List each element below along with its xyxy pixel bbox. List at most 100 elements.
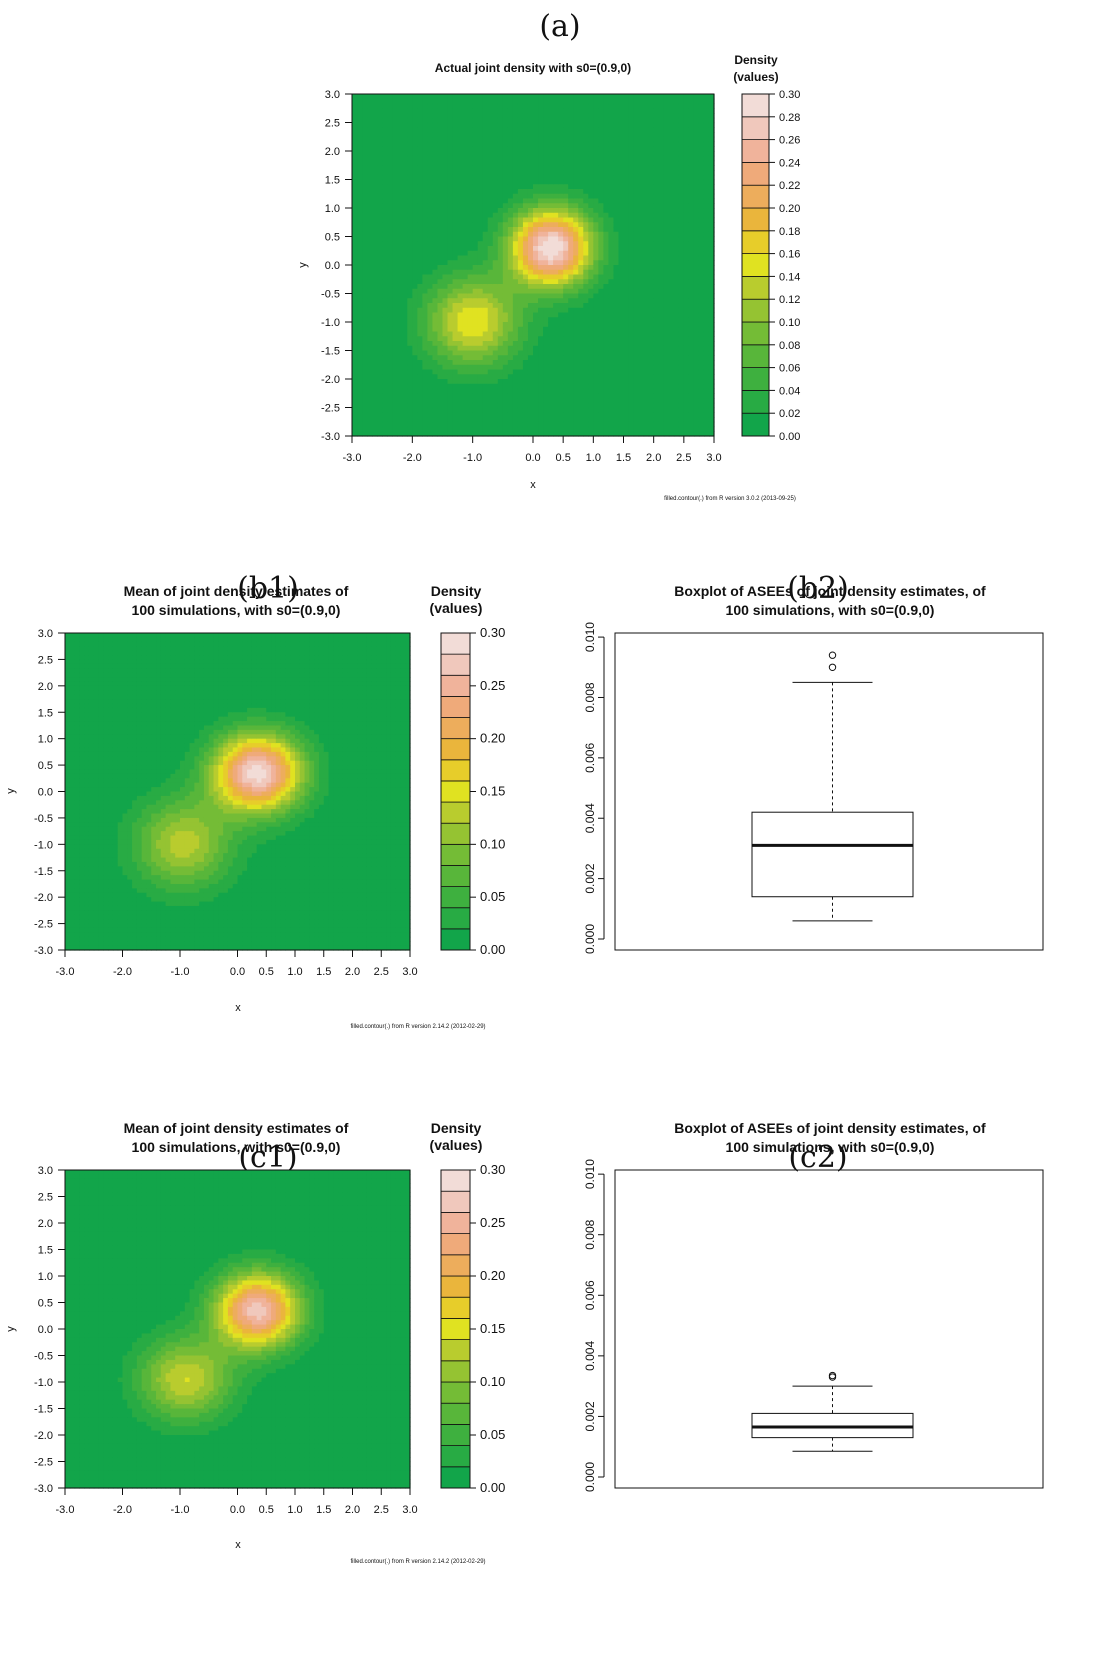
density-cell [352, 293, 358, 299]
density-cell [447, 160, 454, 166]
density-cell [492, 222, 499, 228]
density-cell [522, 421, 529, 428]
density-cell [653, 113, 660, 119]
density-cell [553, 322, 559, 328]
density-cell [367, 288, 373, 295]
density-cell [437, 398, 444, 404]
density-cell [548, 374, 554, 380]
density-cell [588, 412, 594, 418]
density-cell [452, 407, 459, 413]
density-cell [618, 350, 625, 356]
density-cell [452, 250, 459, 257]
density-cell [668, 331, 675, 337]
density-cell [538, 364, 544, 371]
density-cell [653, 222, 660, 228]
density-cell [457, 364, 464, 371]
density-cell [407, 417, 413, 423]
density-cell [447, 236, 454, 242]
density-cell [352, 398, 358, 404]
density-cell [643, 132, 650, 138]
density-cell [548, 146, 554, 152]
density-cell [427, 94, 434, 100]
density-cell [432, 122, 439, 128]
density-cell [673, 421, 680, 428]
density-cell [533, 407, 539, 413]
density-cell [442, 255, 449, 261]
density-cell [452, 189, 459, 195]
density-cell [538, 208, 544, 214]
density-cell [543, 265, 549, 271]
density-cell [653, 179, 660, 185]
density-cell [648, 217, 655, 223]
density-cell [367, 246, 373, 252]
density-cell [618, 402, 625, 409]
density-cell [588, 165, 594, 171]
density-cell [517, 208, 524, 214]
density-cell [548, 331, 554, 337]
density-cell [437, 407, 444, 413]
density-cell [442, 189, 449, 195]
density-cell [538, 203, 544, 209]
density-cell [412, 212, 418, 219]
density-cell [668, 222, 675, 228]
density-cell [387, 421, 393, 428]
density-cell [512, 322, 519, 328]
density-cell [517, 279, 524, 285]
density-cell [548, 350, 554, 356]
density-cell [502, 98, 509, 105]
density-cell [688, 293, 695, 299]
density-cell [507, 250, 514, 257]
density-cell [638, 284, 645, 290]
density-cell [352, 141, 358, 147]
density-cell [482, 398, 489, 404]
density-cell [372, 103, 378, 109]
density-cell [533, 341, 539, 347]
density-cell [583, 398, 589, 404]
density-cell [517, 383, 524, 390]
density-cell [653, 331, 660, 337]
density-cell [558, 179, 564, 185]
density-cell [598, 113, 604, 119]
density-cell [593, 293, 599, 299]
density-cell [658, 284, 665, 290]
density-cell [658, 421, 665, 428]
density-cell [392, 379, 398, 385]
density-cell [392, 364, 398, 371]
density-cell [502, 336, 509, 342]
density-cell [668, 122, 675, 128]
density-cell [442, 293, 449, 299]
density-cell [517, 203, 524, 209]
density-cell [653, 260, 660, 266]
density-cell [688, 108, 695, 114]
density-cell [643, 184, 650, 190]
density-cell [397, 136, 403, 143]
density-cell [512, 312, 519, 318]
density-cell [417, 108, 423, 114]
density-cell [357, 341, 363, 347]
density-cell [512, 355, 519, 361]
density-cell [437, 341, 444, 347]
density-cell [352, 127, 358, 133]
density-cell [553, 170, 559, 176]
density-cell [538, 113, 544, 119]
density-cell [427, 241, 434, 247]
density-cell [407, 402, 413, 409]
density-cell [668, 417, 675, 423]
density-cell [533, 364, 539, 371]
density-cell [512, 317, 519, 323]
density-cell [362, 236, 368, 242]
density-cell [422, 189, 429, 195]
density-cell [462, 402, 469, 409]
density-cell [623, 421, 630, 428]
density-cell [387, 189, 393, 195]
density-cell [392, 360, 398, 366]
density-cell [512, 184, 519, 190]
density-cell [683, 108, 690, 114]
density-cell [643, 174, 650, 181]
density-cell [462, 246, 469, 252]
density-cell [447, 193, 454, 200]
density-cell [457, 113, 464, 119]
density-cell [548, 326, 554, 333]
density-cell [527, 431, 534, 437]
density-cell [563, 317, 569, 323]
